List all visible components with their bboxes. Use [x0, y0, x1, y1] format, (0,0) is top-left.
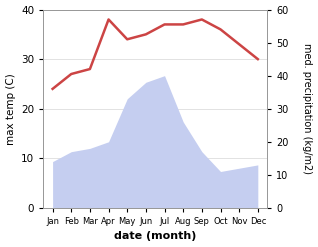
X-axis label: date (month): date (month)	[114, 231, 197, 242]
Y-axis label: max temp (C): max temp (C)	[5, 73, 16, 144]
Y-axis label: med. precipitation (kg/m2): med. precipitation (kg/m2)	[302, 43, 313, 174]
